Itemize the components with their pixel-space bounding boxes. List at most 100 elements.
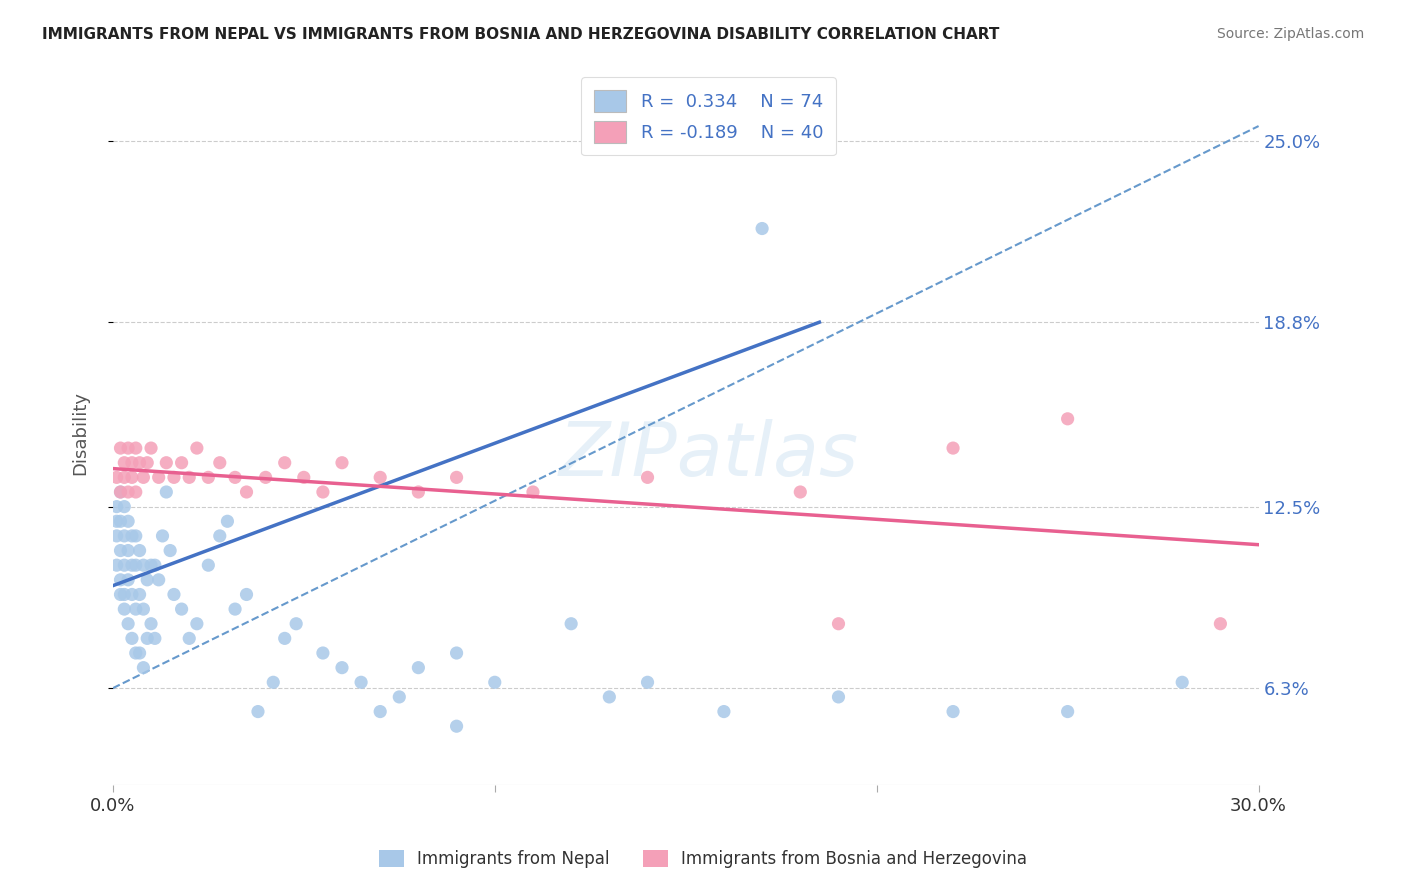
Point	[751, 221, 773, 235]
Point	[560, 616, 582, 631]
Point	[197, 470, 219, 484]
Point	[598, 690, 620, 704]
Point	[121, 529, 143, 543]
Point	[139, 441, 162, 455]
Point	[155, 485, 177, 500]
Point	[143, 632, 166, 646]
Point	[789, 485, 811, 500]
Point	[125, 485, 148, 500]
Point	[132, 558, 155, 573]
Point	[128, 587, 150, 601]
Point	[125, 646, 148, 660]
Point	[273, 632, 295, 646]
Point	[330, 660, 353, 674]
Point	[136, 456, 159, 470]
Point	[105, 500, 128, 514]
Point	[292, 470, 315, 484]
Point	[637, 470, 659, 484]
Point	[110, 485, 132, 500]
Legend: R =  0.334    N = 74, R = -0.189    N = 40: R = 0.334 N = 74, R = -0.189 N = 40	[581, 77, 837, 155]
Point	[312, 485, 335, 500]
Point	[132, 660, 155, 674]
Point	[1056, 705, 1078, 719]
Point	[208, 456, 231, 470]
Point	[112, 558, 135, 573]
Legend: Immigrants from Nepal, Immigrants from Bosnia and Herzegovina: Immigrants from Nepal, Immigrants from B…	[373, 843, 1033, 875]
Point	[125, 602, 148, 616]
Point	[197, 558, 219, 573]
Point	[446, 470, 468, 484]
Point	[163, 587, 186, 601]
Point	[368, 470, 391, 484]
Point	[105, 558, 128, 573]
Point	[186, 616, 208, 631]
Point	[112, 602, 135, 616]
Point	[128, 646, 150, 660]
Point	[132, 602, 155, 616]
Point	[117, 543, 139, 558]
Point	[368, 705, 391, 719]
Point	[117, 441, 139, 455]
Point	[159, 543, 181, 558]
Point	[110, 514, 132, 528]
Point	[117, 616, 139, 631]
Point	[217, 514, 239, 528]
Point	[117, 514, 139, 528]
Point	[139, 558, 162, 573]
Point	[128, 456, 150, 470]
Point	[112, 470, 135, 484]
Y-axis label: Disability: Disability	[72, 392, 89, 475]
Point	[446, 646, 468, 660]
Point	[125, 529, 148, 543]
Point	[152, 529, 174, 543]
Point	[170, 602, 193, 616]
Point	[110, 587, 132, 601]
Point	[148, 573, 170, 587]
Point	[121, 558, 143, 573]
Point	[186, 441, 208, 455]
Point	[713, 705, 735, 719]
Point	[224, 470, 246, 484]
Point	[148, 470, 170, 484]
Point	[125, 441, 148, 455]
Point	[112, 500, 135, 514]
Text: ZIPatlas: ZIPatlas	[558, 418, 859, 491]
Point	[121, 456, 143, 470]
Point	[121, 587, 143, 601]
Point	[132, 470, 155, 484]
Point	[235, 485, 257, 500]
Point	[408, 660, 430, 674]
Point	[170, 456, 193, 470]
Point	[179, 470, 201, 484]
Point	[117, 573, 139, 587]
Point	[942, 705, 965, 719]
Point	[827, 616, 849, 631]
Point	[105, 529, 128, 543]
Point	[484, 675, 506, 690]
Point	[246, 705, 269, 719]
Text: Source: ZipAtlas.com: Source: ZipAtlas.com	[1216, 27, 1364, 41]
Point	[105, 514, 128, 528]
Point	[1056, 412, 1078, 426]
Point	[110, 485, 132, 500]
Point	[350, 675, 373, 690]
Point	[312, 646, 335, 660]
Point	[285, 616, 308, 631]
Point	[112, 529, 135, 543]
Point	[224, 602, 246, 616]
Point	[208, 529, 231, 543]
Point	[121, 470, 143, 484]
Point	[121, 632, 143, 646]
Point	[125, 558, 148, 573]
Point	[827, 690, 849, 704]
Point	[128, 543, 150, 558]
Point	[262, 675, 284, 690]
Point	[942, 441, 965, 455]
Point	[143, 558, 166, 573]
Point	[112, 587, 135, 601]
Point	[155, 456, 177, 470]
Point	[117, 485, 139, 500]
Point	[522, 485, 544, 500]
Point	[235, 587, 257, 601]
Point	[330, 456, 353, 470]
